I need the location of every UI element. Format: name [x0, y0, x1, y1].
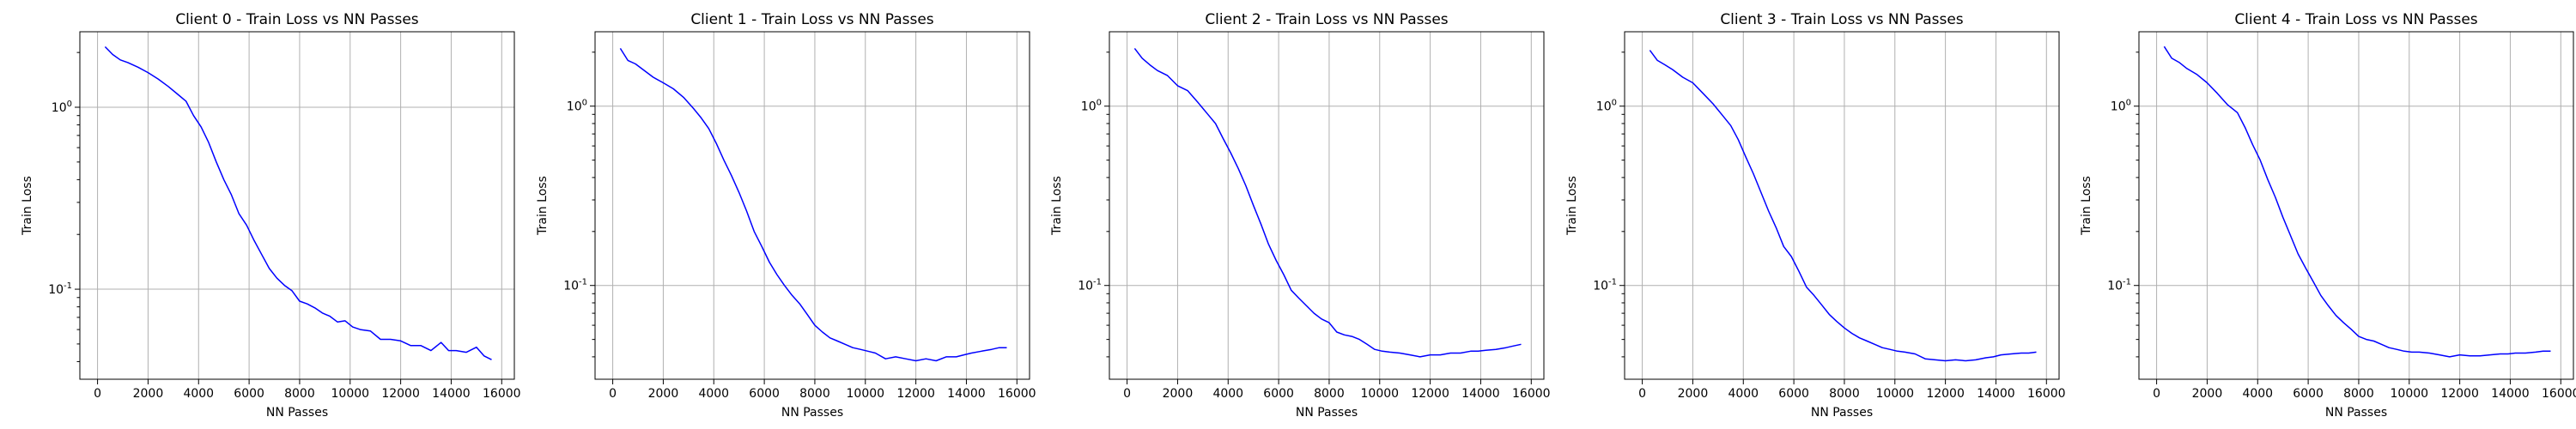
x-tick-label: 12000 — [381, 387, 420, 401]
y-axis-label: Train Loss — [21, 176, 34, 236]
x-tick-label: 16000 — [998, 387, 1036, 401]
axes-frame — [1624, 31, 2060, 380]
y-tick-label: 100 — [1081, 99, 1102, 114]
chart-title: Client 2 - Train Loss vs NN Passes — [1205, 11, 1448, 28]
x-tick-label: 4000 — [698, 387, 729, 401]
y-tick-label: 100 — [2111, 99, 2131, 114]
y-tick-label: 10-1 — [1078, 278, 1102, 293]
train-loss-line — [1649, 50, 2037, 362]
axes-frame — [594, 31, 1030, 380]
x-tick-label: 6000 — [749, 387, 780, 401]
chart-title: Client 3 - Train Loss vs NN Passes — [1720, 11, 1963, 28]
axes-frame — [2138, 31, 2574, 380]
x-tick-label: 12000 — [896, 387, 935, 401]
x-axis-label: NN Passes — [2325, 406, 2387, 420]
x-tick-label: 14000 — [432, 387, 471, 401]
x-tick-label: 14000 — [1461, 387, 1500, 401]
x-tick-label: 0 — [1123, 387, 1131, 401]
chart-panel-3: 0 2000 4000 6000 8000 10000 12000 14000 16000 10-… — [1565, 11, 2066, 420]
x-tick-label: 12000 — [1926, 387, 1965, 401]
x-tick-label: 8000 — [284, 387, 315, 401]
chart-panel-2: 0 2000 4000 6000 8000 10000 12000 14000 16000 10-… — [1050, 11, 1551, 420]
x-tick-label: 8000 — [799, 387, 830, 401]
chart-title: Client 4 - Train Loss vs NN Passes — [2234, 11, 2477, 28]
train-loss-line — [619, 48, 1007, 362]
x-axis-label: NN Passes — [1811, 406, 1873, 420]
x-tick-label: 4000 — [2242, 387, 2273, 401]
train-loss-line — [1133, 47, 1522, 358]
x-tick-label: 16000 — [1512, 387, 1551, 401]
x-tick-label: 16000 — [483, 387, 521, 401]
x-tick-label: 10000 — [1876, 387, 1915, 401]
y-tick-label: 100 — [567, 99, 587, 114]
train-loss-line — [104, 45, 492, 360]
x-tick-label: 2000 — [133, 387, 164, 401]
y-axis-label: Train Loss — [1565, 176, 1579, 236]
x-tick-label: 10000 — [1361, 387, 1400, 401]
x-tick-label: 16000 — [2542, 387, 2576, 401]
x-tick-label: 0 — [1638, 387, 1646, 401]
x-tick-label: 12000 — [1411, 387, 1449, 401]
x-tick-label: 12000 — [2440, 387, 2479, 401]
x-tick-label: 8000 — [2343, 387, 2374, 401]
y-tick-label: 10-1 — [563, 278, 587, 293]
x-tick-label: 14000 — [1977, 387, 2015, 401]
x-axis-label: NN Passes — [266, 406, 328, 420]
x-tick-label: 8000 — [1314, 387, 1345, 401]
x-tick-label: 0 — [94, 387, 101, 401]
y-axis-label: Train Loss — [536, 176, 550, 236]
x-tick-label: 6000 — [1263, 387, 1294, 401]
x-tick-label: 10000 — [2391, 387, 2429, 401]
x-tick-label: 14000 — [2491, 387, 2530, 401]
y-tick-label: 10-1 — [1593, 278, 1617, 293]
x-tick-label: 10000 — [847, 387, 885, 401]
x-tick-label: 2000 — [2192, 387, 2223, 401]
chart-panel-4: 0 2000 4000 6000 8000 10000 12000 14000 16000 10-… — [2080, 11, 2576, 420]
x-tick-label: 10000 — [331, 387, 370, 401]
x-tick-label: 0 — [2153, 387, 2160, 401]
axes-frame — [79, 31, 515, 380]
y-tick-label: 10-1 — [48, 281, 72, 297]
x-tick-label: 2000 — [1678, 387, 1709, 401]
x-tick-label: 4000 — [1728, 387, 1759, 401]
y-axis-label: Train Loss — [1050, 176, 1064, 236]
train-loss-line — [2163, 45, 2551, 358]
axes-frame — [1109, 31, 1545, 380]
x-tick-label: 16000 — [2027, 387, 2066, 401]
x-tick-label: 6000 — [234, 387, 264, 401]
x-tick-label: 6000 — [1778, 387, 1809, 401]
chart-panel-1: 0 2000 4000 6000 8000 10000 12000 14000 16000 10-… — [536, 11, 1036, 420]
x-tick-label: 2000 — [1163, 387, 1194, 401]
chart-title: Client 0 - Train Loss vs NN Passes — [175, 11, 418, 28]
x-axis-label: NN Passes — [1296, 406, 1358, 420]
x-axis-label: NN Passes — [781, 406, 843, 420]
x-tick-label: 6000 — [2293, 387, 2324, 401]
x-tick-label: 2000 — [648, 387, 679, 401]
x-tick-label: 4000 — [1212, 387, 1243, 401]
x-tick-label: 4000 — [183, 387, 214, 401]
y-axis-label: Train Loss — [2080, 176, 2093, 236]
y-tick-label: 100 — [52, 100, 72, 115]
x-tick-label: 8000 — [1829, 387, 1860, 401]
x-tick-label: 14000 — [947, 387, 986, 401]
chart-title: Client 1 - Train Loss vs NN Passes — [690, 11, 933, 28]
chart-panel-0: 0 2000 4000 6000 8000 10000 12000 14000 16000 10-… — [21, 11, 521, 420]
x-tick-label: 0 — [609, 387, 617, 401]
y-tick-label: 10-1 — [2107, 278, 2131, 293]
y-tick-label: 100 — [1596, 99, 1617, 114]
